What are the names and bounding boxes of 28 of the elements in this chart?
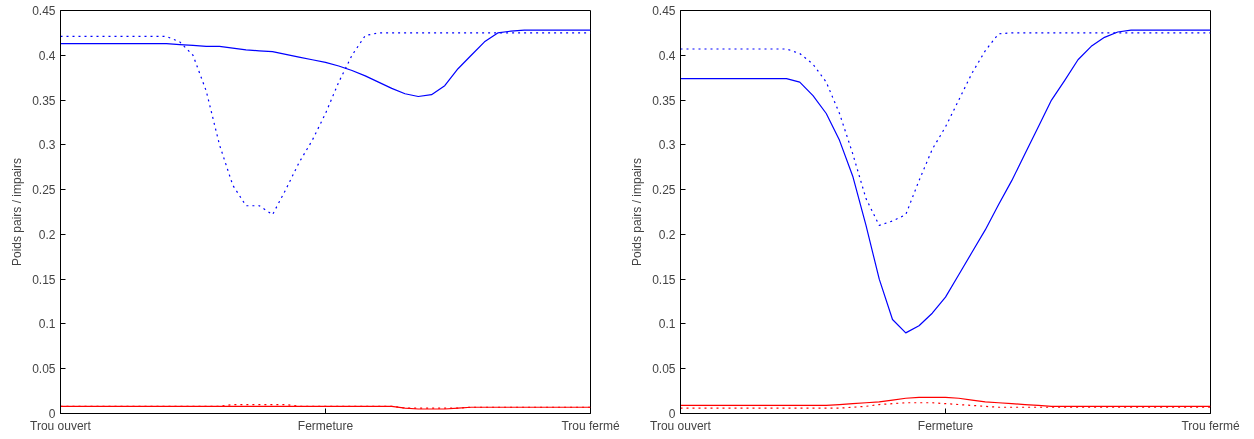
y-tick-label: 0.25 bbox=[32, 183, 56, 198]
y-tick-label: 0.25 bbox=[652, 183, 676, 198]
y-tick-label: 0.15 bbox=[652, 272, 676, 287]
y-tick-label: 0.35 bbox=[652, 93, 676, 108]
y-axis-title: Poids pairs / impairs bbox=[10, 157, 25, 267]
y-tick-label: 0 bbox=[48, 407, 56, 421]
x-tick-label: Trou ouvert bbox=[650, 418, 712, 433]
y-tick-label: 0.4 bbox=[658, 48, 676, 63]
y-tick-label: 0.35 bbox=[32, 93, 56, 108]
y-tick-label: 0.05 bbox=[652, 362, 676, 377]
x-tick-label: Fermeture bbox=[917, 418, 974, 433]
y-tick-label: 0.45 bbox=[652, 4, 676, 18]
x-tick-label: Trou ouvert bbox=[30, 418, 92, 433]
x-tick-label: Fermeture bbox=[297, 418, 354, 433]
y-tick-label: 0.4 bbox=[38, 48, 56, 63]
y-tick-label: 0.3 bbox=[38, 138, 56, 153]
y-tick-label: 0.2 bbox=[658, 227, 676, 242]
y-axis-title: Poids pairs / impairs bbox=[630, 157, 645, 267]
y-tick-label: 0.1 bbox=[38, 317, 56, 332]
y-tick-label: 0.45 bbox=[32, 4, 56, 18]
y-tick-label: 0.2 bbox=[38, 227, 56, 242]
y-tick-label: 0 bbox=[668, 407, 676, 421]
y-tick-label: 0.3 bbox=[658, 138, 676, 153]
y-tick-label: 0.1 bbox=[658, 317, 676, 332]
x-tick-label: Trou fermé bbox=[1181, 418, 1240, 433]
x-tick-label: Trou fermé bbox=[561, 418, 620, 433]
y-tick-label: 0.15 bbox=[32, 272, 56, 287]
y-tick-label: 0.05 bbox=[32, 362, 56, 377]
